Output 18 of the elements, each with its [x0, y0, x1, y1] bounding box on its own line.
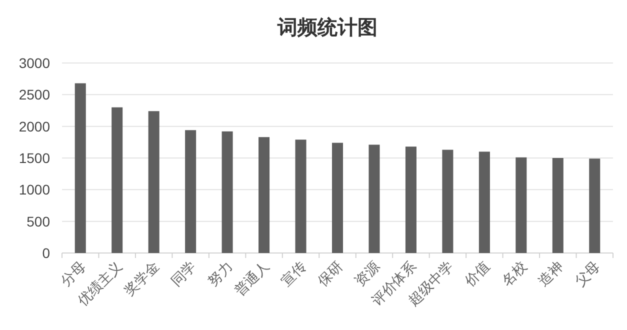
x-tick-label: 价值	[461, 258, 494, 290]
y-tick-label: 3000	[18, 55, 50, 71]
x-tick-label: 保研	[315, 258, 346, 290]
y-tick-label: 1000	[18, 182, 50, 198]
x-tick-label: 普通人	[231, 258, 273, 300]
y-tick-label: 0	[42, 245, 50, 261]
y-tick-label: 2500	[18, 86, 50, 103]
x-tick-label: 父母	[572, 258, 604, 290]
x-tick-label: 同学	[168, 258, 200, 290]
y-tick-label: 2000	[18, 118, 50, 134]
x-tick-label: 宣传	[278, 258, 310, 290]
y-tick-label: 1500	[18, 150, 50, 166]
x-tick-label: 名校	[498, 258, 530, 290]
x-tick-label: 资源	[352, 258, 384, 290]
y-tick-label: 500	[26, 213, 50, 230]
x-tick-label: 造神	[536, 258, 567, 290]
x-tick-label: 奖学金	[122, 258, 163, 300]
chart-title: 词频统计图	[276, 15, 378, 39]
